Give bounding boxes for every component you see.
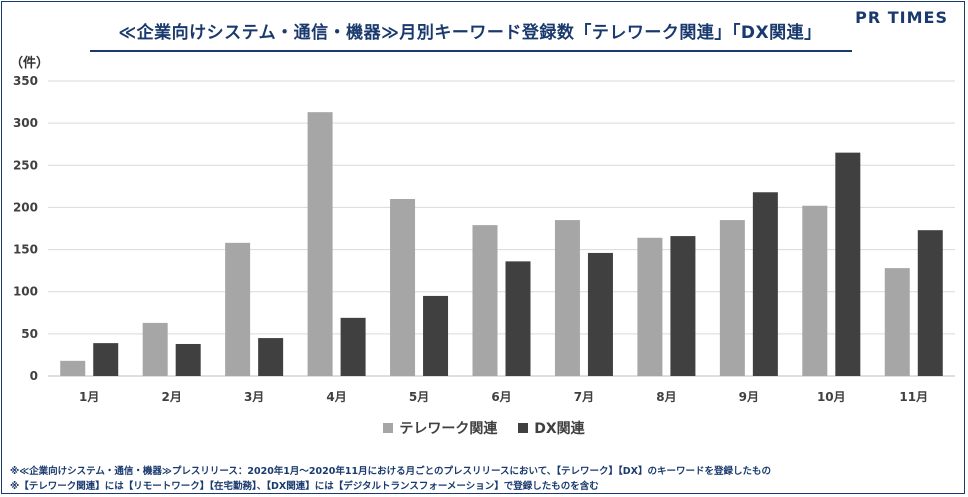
x-tick-label: 4月 — [326, 390, 346, 404]
bar-telework — [225, 242, 251, 376]
bar-dx — [505, 261, 531, 376]
bar-dx — [340, 317, 366, 376]
legend: テレワーク関連 DX関連 — [0, 418, 968, 438]
x-tick-label: 6月 — [491, 390, 511, 404]
x-tick-label: 1月 — [79, 390, 99, 404]
y-tick-label: 250 — [13, 158, 38, 172]
footnote-1: ※≪企業向けシステム・通信・機器≫プレスリリース：2020年1月〜2020年11… — [10, 466, 771, 477]
legend-item-dx: DX関連 — [518, 418, 585, 438]
bar-dx — [93, 343, 119, 376]
bar-telework — [719, 220, 745, 376]
bar-telework — [802, 205, 828, 376]
x-tick-label: 5月 — [409, 390, 429, 404]
legend-swatch-telework — [383, 423, 394, 433]
y-tick-label: 350 — [13, 74, 38, 88]
bar-telework — [884, 268, 910, 376]
legend-label-telework: テレワーク関連 — [399, 421, 498, 437]
x-tick-label: 2月 — [162, 390, 182, 404]
y-tick-label: 0 — [30, 369, 38, 383]
bar-telework — [307, 112, 333, 376]
y-tick-label: 150 — [13, 243, 38, 257]
legend-item-telework: テレワーク関連 — [383, 418, 497, 438]
y-axis-unit: （件） — [10, 56, 50, 71]
bar-dx — [423, 295, 449, 376]
y-tick-label: 100 — [13, 285, 38, 299]
y-tick-label: 200 — [13, 200, 38, 214]
bar-dx — [175, 343, 201, 376]
bar-dx — [587, 252, 613, 376]
bar-telework — [142, 322, 168, 376]
prtimes-logo: PR TIMES — [855, 8, 948, 27]
bar-telework — [472, 225, 498, 376]
legend-label-dx: DX関連 — [534, 421, 585, 437]
bar-telework — [637, 237, 663, 376]
bar-telework — [554, 220, 580, 376]
bar-telework — [390, 199, 416, 376]
x-tick-label: 8月 — [656, 390, 676, 404]
bar-dx — [752, 192, 778, 376]
x-tick-label: 7月 — [574, 390, 594, 404]
y-tick-label: 50 — [21, 327, 38, 341]
chart-title: ≪企業向けシステム・通信・機器≫月別キーワード登録数「テレワーク関連」「DX関連… — [118, 23, 822, 43]
footnote-2: ※【テレワーク関連】には【リモートワーク】【在宅勤務】、【DX関連】には【デジタ… — [10, 481, 599, 492]
x-tick-label: 11月 — [899, 390, 928, 404]
bar-dx — [258, 338, 284, 376]
x-tick-label: 3月 — [244, 390, 264, 404]
x-tick-label: 9月 — [739, 390, 759, 404]
bar-telework — [60, 360, 86, 376]
title-underline — [90, 50, 852, 52]
x-tick-label: 10月 — [817, 390, 846, 404]
bar-dx — [835, 152, 861, 376]
bar-dx — [917, 230, 943, 376]
bar-dx — [670, 236, 696, 376]
y-tick-label: 300 — [13, 116, 38, 130]
legend-swatch-dx — [518, 423, 529, 433]
